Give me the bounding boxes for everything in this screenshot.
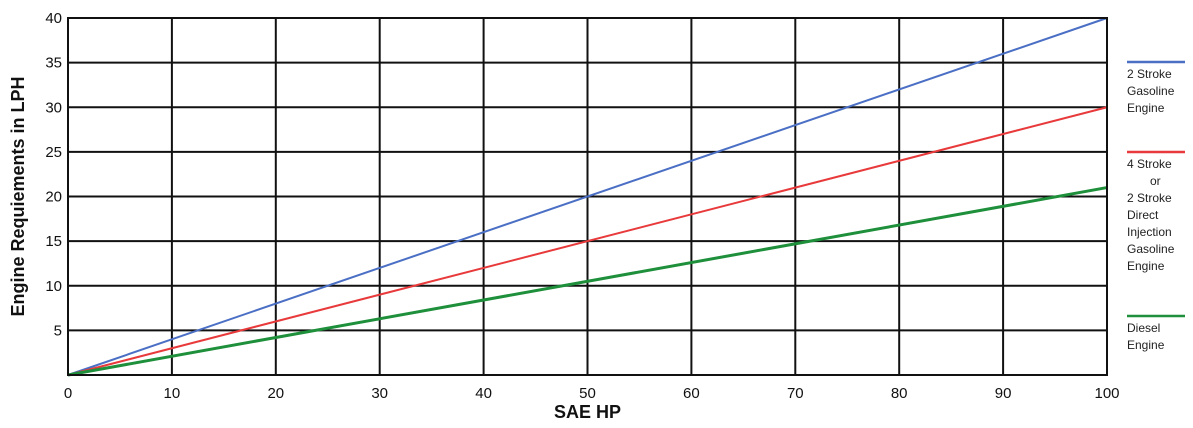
x-tick-30: 30 [371,385,388,402]
legend-label-2-5: Injection [1127,225,1172,239]
y-tick-35: 35 [45,55,62,72]
y-tick-labels: 5 10 15 20 25 30 35 40 [45,10,62,339]
y-axis-label: Engine Requiements in LPH [8,76,28,316]
series-line-3 [67,186,1108,377]
legend-label-2-2: or [1150,174,1161,188]
series-line-2 [67,106,1108,376]
y-tick-15: 15 [45,233,62,250]
x-tick-80: 80 [891,385,908,402]
legend-label-1-3: Engine [1127,101,1165,115]
y-tick-40: 40 [45,10,62,27]
series-line-1 [67,17,1108,376]
x-tick-70: 70 [787,385,804,402]
legend-label-2-7: Engine [1127,259,1165,273]
x-tick-10: 10 [164,385,181,402]
x-axis-label: SAE HP [554,402,621,422]
legend-label-3-2: Engine [1127,338,1165,352]
x-tick-0: 0 [64,385,72,402]
plot-frame [67,17,1108,376]
legend-label-1-1: 2 Stroke [1127,67,1172,81]
legend-label-3-1: Diesel [1127,321,1160,335]
y-tick-5: 5 [54,322,62,339]
x-tick-20: 20 [267,385,284,402]
legend-label-2-3: 2 Stroke [1127,191,1172,205]
y-tick-25: 25 [45,144,62,161]
x-tick-60: 60 [683,385,700,402]
legend-label-1-2: Gasoline [1127,84,1175,98]
series-lines [67,17,1108,377]
x-tick-labels: 0 10 20 30 40 50 60 70 80 90 100 [64,385,1120,402]
legend-label-2-6: Gasoline [1127,242,1175,256]
x-tick-100: 100 [1094,385,1119,402]
x-tick-50: 50 [579,385,596,402]
legend-label-2-4: Direct [1127,208,1159,222]
y-tick-10: 10 [45,278,62,295]
x-tick-90: 90 [995,385,1012,402]
y-tick-20: 20 [45,189,62,206]
y-tick-30: 30 [45,99,62,116]
legend-label-2-1: 4 Stroke [1127,157,1172,171]
legend: 2 Stroke Gasoline Engine 4 Stroke or 2 Stroke… [1127,60,1185,352]
x-tick-40: 40 [475,385,492,402]
